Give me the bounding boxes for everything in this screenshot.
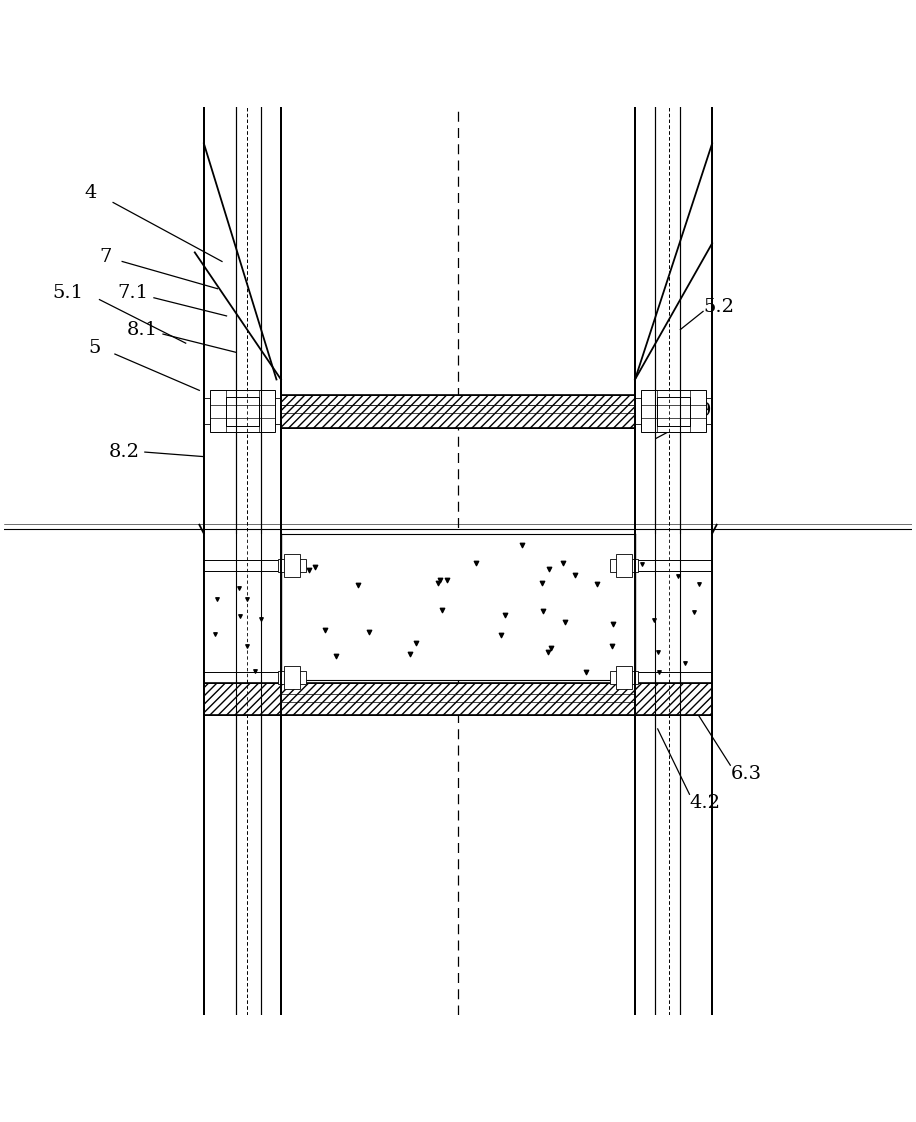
Point — [494, 626, 508, 644]
Point — [540, 643, 555, 661]
Bar — [281, 534, 635, 680]
Point — [403, 645, 418, 663]
Point — [409, 634, 423, 652]
Point — [678, 654, 692, 672]
Bar — [204, 682, 712, 716]
Point — [351, 577, 365, 595]
Bar — [226, 396, 258, 426]
Bar — [281, 395, 635, 427]
Point — [535, 573, 550, 591]
Point — [497, 606, 512, 624]
Point — [431, 573, 445, 591]
Point — [240, 590, 255, 608]
Point — [558, 613, 572, 631]
Point — [541, 560, 556, 578]
Point — [240, 637, 255, 655]
Point — [671, 568, 685, 586]
Point — [605, 637, 619, 655]
Bar — [284, 554, 300, 577]
Bar — [610, 671, 638, 683]
Text: 8.1: 8.1 — [126, 321, 158, 339]
Point — [515, 536, 529, 554]
Bar — [210, 390, 275, 432]
Point — [329, 646, 344, 664]
Point — [606, 615, 621, 633]
Bar — [610, 559, 638, 572]
Point — [687, 604, 702, 622]
Point — [468, 554, 483, 572]
Point — [648, 610, 662, 628]
Text: 7: 7 — [100, 248, 112, 266]
Point — [233, 607, 247, 625]
Point — [232, 579, 246, 597]
Point — [650, 644, 665, 662]
Bar — [641, 390, 706, 432]
Point — [590, 576, 605, 594]
Text: 5.1: 5.1 — [52, 284, 83, 302]
Point — [440, 571, 454, 589]
Bar — [658, 396, 690, 426]
Point — [568, 565, 583, 583]
Point — [209, 590, 224, 608]
Text: 6.3: 6.3 — [730, 765, 761, 783]
Point — [434, 601, 449, 619]
Text: 5: 5 — [89, 339, 101, 357]
Point — [635, 554, 649, 572]
Text: 7.1: 7.1 — [117, 284, 148, 302]
Bar — [635, 534, 712, 680]
Bar — [284, 665, 300, 689]
Point — [318, 620, 333, 638]
Point — [308, 558, 322, 576]
Text: 5.2: 5.2 — [703, 297, 734, 316]
Bar — [204, 534, 281, 680]
Text: 4.2: 4.2 — [690, 794, 721, 812]
Point — [651, 663, 666, 681]
Bar — [278, 559, 306, 572]
Point — [579, 663, 594, 681]
Point — [556, 554, 571, 572]
Text: 8.2: 8.2 — [109, 443, 139, 461]
Point — [692, 576, 706, 594]
Bar — [278, 671, 306, 683]
Point — [254, 610, 268, 628]
Point — [362, 623, 376, 641]
Point — [536, 601, 551, 619]
Point — [432, 571, 447, 589]
Bar — [616, 665, 632, 689]
Bar — [616, 554, 632, 577]
Point — [207, 625, 222, 643]
Point — [301, 561, 316, 579]
Text: 9: 9 — [699, 402, 711, 421]
Point — [544, 638, 559, 656]
Text: 4: 4 — [84, 184, 96, 202]
Point — [247, 662, 262, 680]
